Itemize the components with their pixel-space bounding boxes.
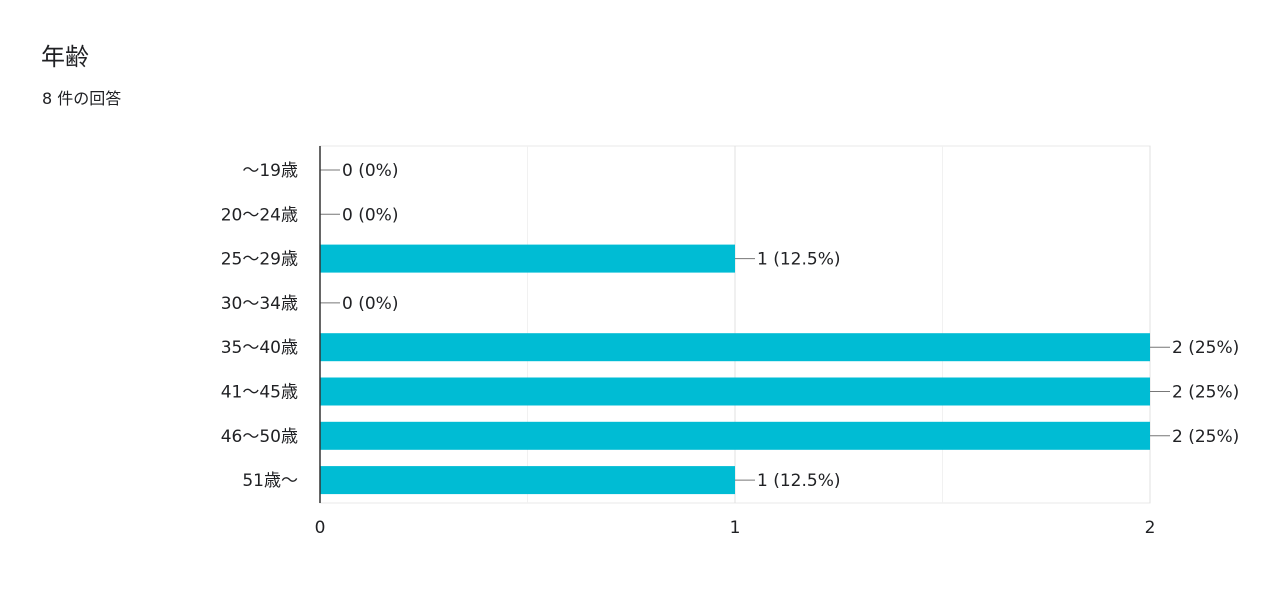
category-label: 46〜50歳	[221, 427, 298, 447]
x-tick-label: 0	[315, 518, 326, 538]
category-label: 20〜24歳	[221, 205, 298, 225]
value-label: 2 (25%)	[1172, 383, 1239, 403]
value-label: 0 (0%)	[342, 205, 398, 225]
category-label: 35〜40歳	[221, 338, 298, 358]
x-tick-label: 1	[730, 518, 741, 538]
value-label: 0 (0%)	[342, 294, 398, 314]
category-label: 〜19歳	[242, 161, 298, 181]
value-label: 1 (12.5%)	[757, 250, 841, 270]
value-label: 2 (25%)	[1172, 338, 1239, 358]
bar	[320, 244, 735, 273]
bar	[320, 333, 1150, 362]
response-count: 8 件の回答	[42, 89, 122, 108]
category-label: 30〜34歳	[221, 294, 298, 314]
value-label: 2 (25%)	[1172, 427, 1239, 447]
bar	[320, 377, 1150, 406]
category-label: 51歳〜	[242, 471, 298, 491]
value-label: 1 (12.5%)	[757, 471, 841, 491]
category-label: 41〜45歳	[221, 383, 298, 403]
bar	[320, 466, 735, 495]
value-label: 0 (0%)	[342, 161, 398, 181]
category-label: 25〜29歳	[221, 250, 298, 270]
x-tick-label: 2	[1145, 518, 1156, 538]
question-title: 年齢	[41, 43, 89, 71]
bar	[320, 421, 1150, 450]
